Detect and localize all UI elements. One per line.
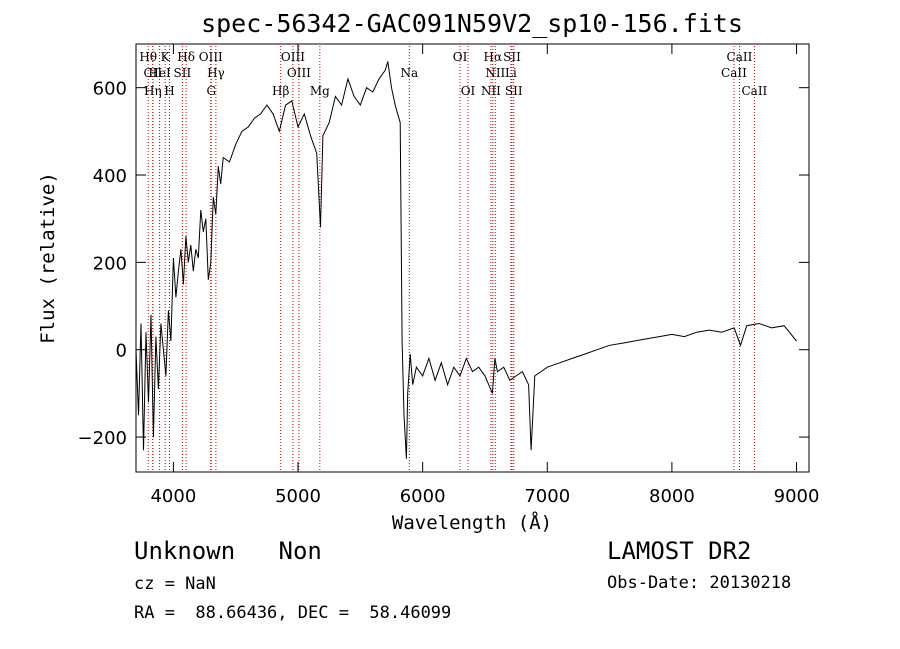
x-tick-label-5: 9000: [774, 486, 820, 507]
x-axis-label: Wavelength (Å): [392, 511, 552, 534]
line-marker-label-0: Hθ: [139, 50, 157, 64]
spectrum-series: [135, 61, 797, 459]
y-axis-label: Flux (relative): [37, 172, 59, 344]
line-marker-label-20: NII: [481, 84, 501, 98]
line-marker-label-23: SII: [505, 84, 523, 98]
line-marker-label-14: Mg: [310, 84, 330, 98]
line-marker-label-5: H: [164, 84, 174, 98]
y-tick-label-0: −200: [78, 428, 127, 449]
classification-text: Unknown Non: [134, 537, 322, 565]
line-marker-label-24: CaII: [727, 50, 753, 64]
line-marker-label-12: OIII: [281, 50, 305, 64]
spectrum-line-0: [135, 61, 797, 459]
x-tick-label-3: 7000: [524, 486, 570, 507]
x-tick-label-2: 6000: [400, 486, 446, 507]
line-marker-label-4: K: [161, 50, 171, 64]
obs-date-text: Obs-Date: 20130218: [607, 573, 792, 593]
line-marker-label-16: OI: [453, 50, 468, 64]
line-marker-label-19: NII: [485, 66, 505, 80]
x-tick-label-0: 4000: [150, 486, 196, 507]
axis-ticks: 4000 5000 6000 7000 8000 9000 −200 0 200 400 600: [78, 44, 820, 507]
line-marker-label-2: Hη: [144, 84, 162, 98]
chart-title: spec-56342-GAC091N59V2_sp10-156.fits: [201, 9, 743, 38]
line-marker-label-10: G: [206, 84, 216, 98]
line-marker-label-3: HeI: [148, 66, 171, 80]
line-marker-label-25: CaII: [721, 66, 747, 80]
y-tick-label-4: 600: [93, 79, 127, 100]
y-tick-label-3: 400: [93, 166, 127, 187]
line-marker-label-22: Li: [505, 66, 517, 80]
line-marker-label-13: OIII: [287, 66, 311, 80]
line-marker-label-21: SII: [503, 50, 521, 64]
line-marker-label-26: CaII: [741, 84, 767, 98]
line-marker-label-18: Hα: [484, 50, 503, 64]
line-marker-label-8: OIII: [199, 50, 223, 64]
line-marker-label-15: Na: [400, 66, 418, 80]
line-marker-label-17: OI: [461, 84, 476, 98]
line-marker-label-6: SII: [174, 66, 192, 80]
x-tick-label-1: 5000: [275, 486, 321, 507]
y-tick-label-1: 0: [116, 341, 127, 362]
coordinates-text: RA = 88.66436, DEC = 58.46099: [134, 603, 452, 623]
redshift-text: cz = NaN: [134, 574, 216, 594]
x-tick-label-4: 8000: [649, 486, 695, 507]
line-marker-label-9: Hγ: [207, 66, 225, 80]
line-marker-label-7: Hδ: [177, 50, 195, 64]
plot-frame: [135, 43, 810, 473]
line-marker-label-11: Hβ: [272, 84, 289, 98]
spectrum-figure: spec-56342-GAC091N59V2_sp10-156.fits Hθ C…: [37, 9, 820, 534]
y-tick-label-2: 200: [93, 253, 127, 274]
survey-text: LAMOST DR2: [607, 537, 752, 565]
